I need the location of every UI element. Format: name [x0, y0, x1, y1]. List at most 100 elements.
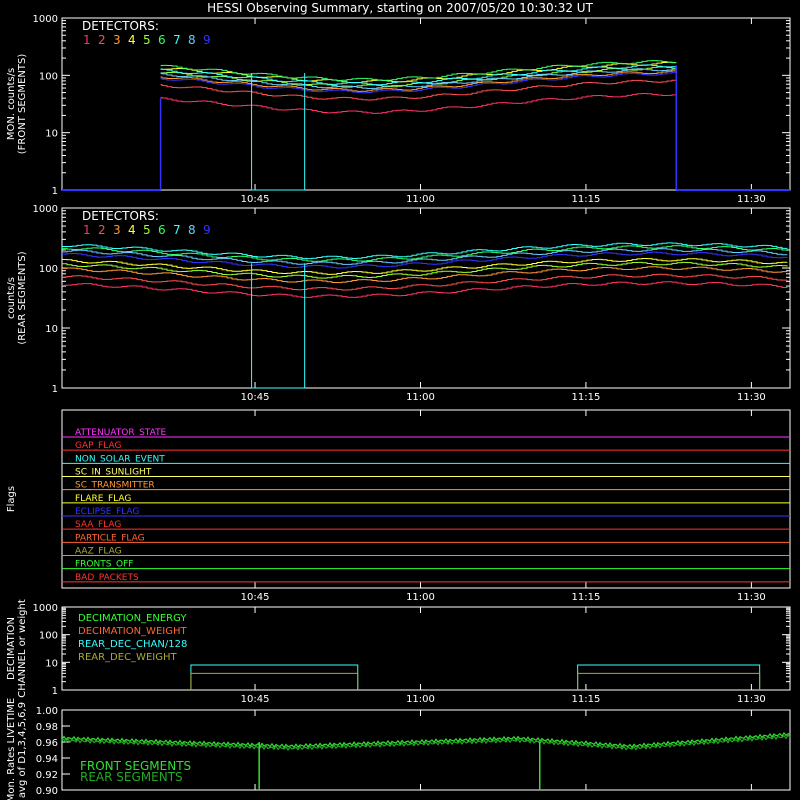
front-detector-8-dropout	[251, 72, 306, 191]
decimation-series-1-interval-0	[190, 672, 359, 690]
rear-ytick-label-2: 100	[39, 264, 58, 275]
rear-ylabel-1: (REAR SEGMENTS)	[17, 251, 28, 344]
rear-series-3	[62, 266, 788, 284]
flag-label-gap_flag: GAP_FLAG	[75, 441, 121, 451]
flags-xtick-label-1: 11:00	[406, 592, 435, 603]
decimation-series-1-interval-1	[577, 672, 761, 690]
decimation-panel: 110100100010:4511:0011:1511:3011:4512:00…	[6, 599, 791, 705]
front-xtick-label-0: 10:45	[241, 194, 270, 205]
rear-legend-item-8: 8	[188, 223, 196, 237]
flag-label-particle_flag: PARTICLE_FLAG	[75, 533, 145, 543]
decimation-frame	[61, 606, 791, 691]
decimation-ylabel-0: DECIMATION	[6, 617, 17, 680]
decimation-ylabel-1: CHANNEL or weight	[17, 599, 28, 698]
decimation-ytick-label-3: 1000	[33, 603, 58, 614]
rear-xtick-label-1: 11:00	[406, 392, 435, 403]
flags-xtick-label-2: 11:15	[572, 592, 601, 603]
rear-series-6	[62, 245, 788, 262]
decimation-legend-2: REAR_DEC_CHAN/128	[78, 639, 187, 650]
rear-legend-item-4: 4	[128, 223, 136, 237]
flag-label-sc_in_sunlight: SC_IN_SUNLIGHT	[75, 468, 152, 478]
decimation-ytick-label-0: 1	[52, 686, 58, 697]
rear-series-8	[62, 248, 788, 265]
livetime-ytick-label-2: 0.94	[36, 754, 58, 765]
rear-legend-item-9: 9	[203, 223, 211, 237]
figure-title: HESSI Observing Summary, starting on 200…	[207, 1, 593, 15]
rear-legend-title: DETECTORS:	[82, 209, 159, 223]
rear-ytick-label-3: 1000	[33, 204, 58, 215]
flag-label-aaz_flag: AAZ_FLAG	[75, 547, 122, 557]
livetime-legend-0: FRONT SEGMENTS	[80, 759, 191, 773]
livetime-ytick-label-4: 0.98	[36, 722, 58, 733]
flag-label-eclipse_flag: ECLIPSE_FLAG	[75, 507, 139, 517]
rear-legend-item-5: 5	[143, 223, 151, 237]
decimation-xtick-label-3: 11:30	[737, 694, 766, 705]
front-series-3	[160, 70, 677, 92]
front-legend-item-8: 8	[188, 33, 196, 47]
rear-legend-item-2: 2	[98, 223, 106, 237]
front-legend-item-6: 6	[158, 33, 166, 47]
flag-label-sc_transmitter: SC_TRANSMITTER	[75, 481, 155, 491]
front-ylabel-1: (FRONT SEGMENTS)	[17, 54, 28, 155]
front-ytick-label-2: 100	[39, 71, 58, 82]
front-series-2	[160, 79, 677, 101]
front-xtick-label-3: 11:30	[737, 194, 766, 205]
front-xtick-label-1: 11:00	[406, 194, 435, 205]
rear-legend-item-1: 1	[83, 223, 91, 237]
front-legend-title: DETECTORS:	[82, 19, 159, 33]
flag-label-attenuator_state: ATTENUATOR_STATE	[75, 428, 167, 438]
front-ytick-label-3: 1000	[33, 14, 58, 25]
decimation-legend-1: DECIMATION_WEIGHT	[78, 626, 187, 637]
flag-label-fronts_off: FRONTS_OFF	[75, 560, 133, 570]
rear-legend-item-6: 6	[158, 223, 166, 237]
decimation-series-0-interval-0	[190, 664, 359, 690]
front-ytick-label-1: 10	[45, 129, 58, 140]
livetime-ytick-label-0: 0.90	[36, 786, 58, 797]
rear-series-4	[62, 257, 788, 275]
flag-label-non_solar_event: NON_SOLAR_EVENT	[75, 454, 165, 464]
front-series-1	[160, 92, 677, 114]
rear-detector-8-dropout	[251, 263, 306, 389]
flags-frame	[61, 409, 791, 589]
rear-series-9	[62, 251, 788, 269]
flags-ylabel-0: Flags	[6, 486, 17, 512]
rear-xtick-label-3: 11:30	[737, 392, 766, 403]
front-panel: 110100100010:4511:0011:1511:3011:4512:00…	[6, 14, 791, 205]
flags-xtick-label-0: 10:45	[241, 592, 270, 603]
decimation-xtick-label-1: 11:00	[406, 694, 435, 705]
decimation-ytick-label-2: 100	[39, 631, 58, 642]
flag-label-saa_flag: SAA_FLAG	[75, 520, 121, 530]
livetime-legend-1: REAR SEGMENTS	[80, 770, 183, 784]
rear-series-5	[62, 261, 788, 279]
front-legend-item-9: 9	[203, 33, 211, 47]
livetime-ytick-label-3: 0.96	[36, 738, 58, 749]
livetime-panel: Mon. Rates LIVETIME avg of D1,3,4,5,6,9 0.…	[6, 698, 791, 800]
rear-panel: 110100100010:4511:0011:1511:3011:4512:00…	[6, 204, 791, 403]
decimation-legend-3: REAR_DEC_WEIGHT	[78, 652, 177, 663]
flags-xtick-label-3: 11:30	[737, 592, 766, 603]
front-legend-item-7: 7	[173, 33, 181, 47]
rear-ytick-label-0: 1	[52, 384, 58, 395]
front-xtick-label-2: 11:15	[572, 194, 601, 205]
decimation-ytick-label-1: 10	[45, 658, 58, 669]
front-ylabel-0: MON. counts/s	[6, 68, 17, 140]
front-legend-item-4: 4	[128, 33, 136, 47]
front-frame	[61, 17, 791, 191]
decimation-series-0-interval-1	[577, 664, 761, 690]
rear-legend-item-7: 7	[173, 223, 181, 237]
front-legend-item-2: 2	[98, 33, 106, 47]
livetime-series-0	[61, 731, 791, 749]
rear-xtick-label-0: 10:45	[241, 392, 270, 403]
front-series-group	[160, 60, 677, 114]
flags-panel: 10:4511:0011:1511:3011:4512:00FlagsATTEN…	[6, 409, 791, 603]
livetime-series-1	[61, 734, 791, 752]
rear-series-1	[62, 281, 788, 298]
livetime-ytick-label-5: 1.00	[36, 706, 58, 717]
livetime-ytick-label-1: 0.92	[36, 770, 58, 781]
decimation-xtick-label-2: 11:15	[572, 694, 601, 705]
front-series-6	[160, 60, 677, 81]
front-legend-item-5: 5	[143, 33, 151, 47]
front-series-9	[160, 71, 677, 94]
front-legend-item-1: 1	[83, 33, 91, 47]
